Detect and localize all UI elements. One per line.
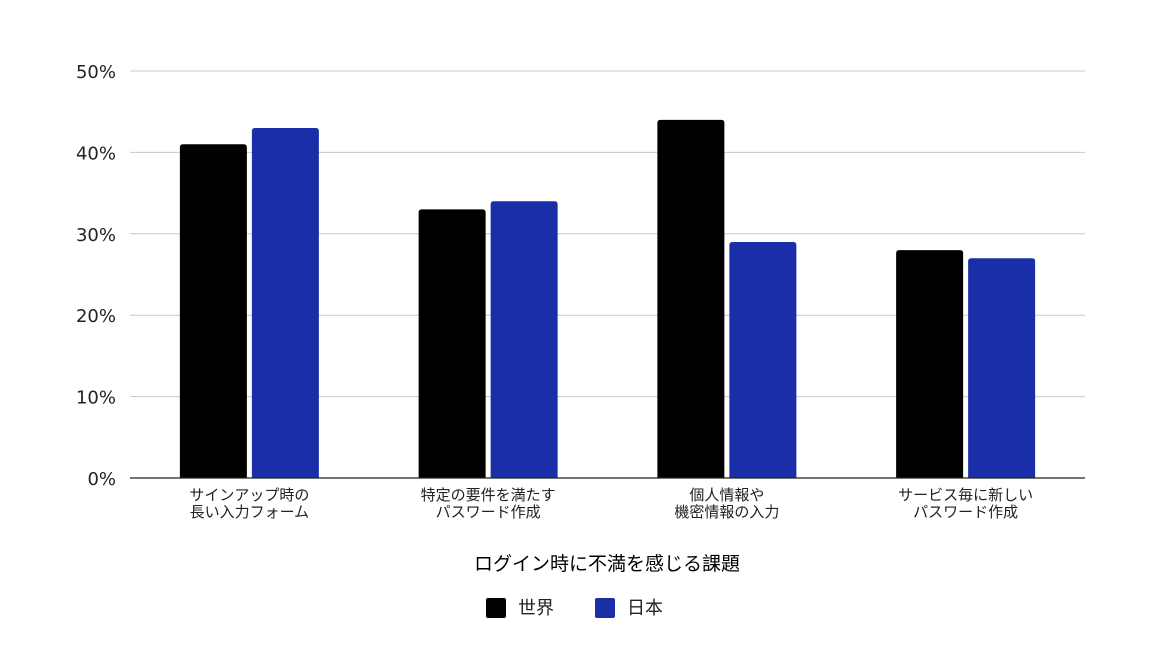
x-tick-label-line: 長い入力フォーム (190, 503, 310, 521)
x-tick-label-line: 機密情報の入力 (674, 503, 779, 521)
legend-swatch (595, 598, 615, 618)
y-tick-label: 40% (76, 143, 116, 164)
x-tick-label-line: サービス毎に新しい (898, 486, 1033, 504)
y-tick-label: 10% (76, 388, 116, 409)
bar (968, 258, 1036, 478)
legend-label: 世界 (518, 598, 554, 619)
x-axis-title: ログイン時に不満を感じる課題 (474, 553, 740, 575)
bar (729, 241, 797, 478)
x-tick-label-line: パスワード作成 (436, 503, 541, 521)
y-tick-labels: 0% 10% 20% 30% 40% 50% (76, 62, 116, 490)
x-tick-labels: サインアップ時の長い入力フォーム特定の要件を満たすパスワード作成個人情報や機密情… (189, 486, 1033, 521)
x-tick-label: 特定の要件を満たすパスワード作成 (421, 486, 556, 521)
y-tick-label: 50% (76, 62, 116, 83)
bar (251, 127, 319, 478)
y-tick-label: 20% (76, 306, 116, 327)
legend: 世界 日本 (486, 598, 663, 619)
bar (657, 119, 725, 478)
bar (418, 209, 486, 478)
legend-label: 日本 (627, 598, 663, 619)
y-tick-label: 30% (76, 225, 116, 246)
x-tick-label-line: サインアップ時の (189, 486, 309, 504)
bar (896, 250, 964, 478)
bar (179, 144, 247, 478)
x-tick-label-line: 特定の要件を満たす (421, 486, 556, 504)
bars (179, 119, 1036, 479)
x-tick-label: サインアップ時の長い入力フォーム (189, 486, 309, 521)
bar (490, 201, 558, 479)
x-tick-label: 個人情報や機密情報の入力 (674, 486, 779, 521)
x-tick-label: サービス毎に新しいパスワード作成 (898, 486, 1033, 521)
x-tick-label-line: パスワード作成 (913, 503, 1018, 521)
x-tick-label-line: 個人情報や (689, 486, 764, 504)
legend-swatch (486, 598, 506, 618)
y-tick-label: 0% (87, 469, 116, 490)
